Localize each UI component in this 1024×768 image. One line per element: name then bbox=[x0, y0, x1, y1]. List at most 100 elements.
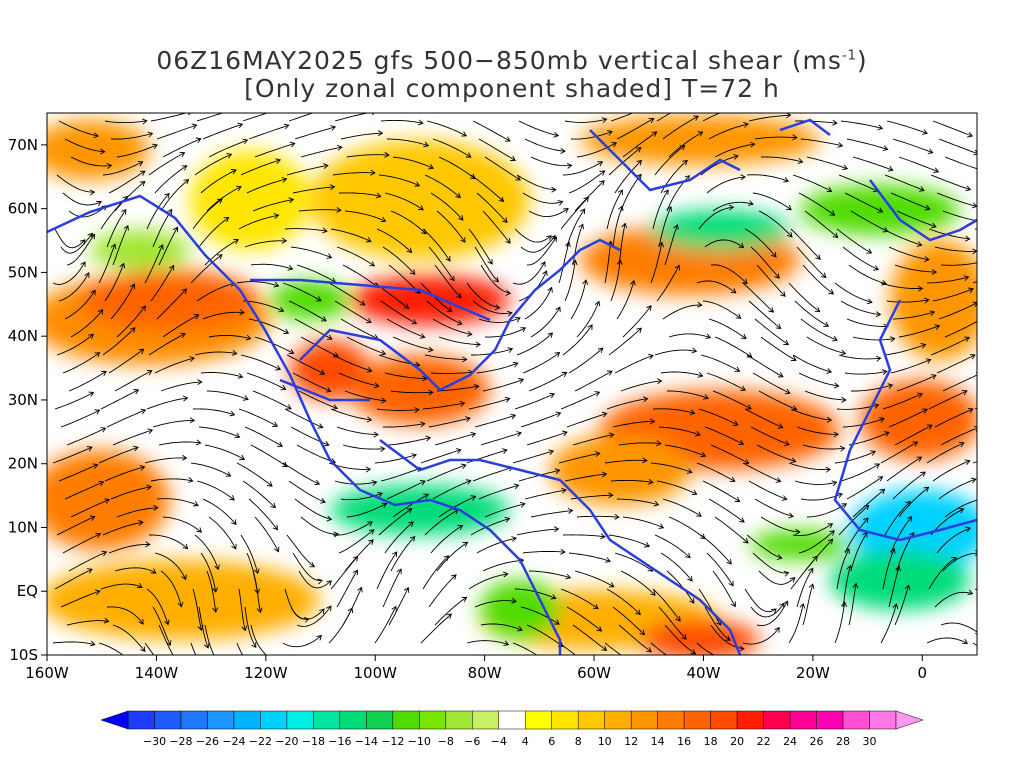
streamline bbox=[790, 228, 821, 260]
streamline-arrowhead bbox=[656, 440, 662, 447]
streamline-arrowhead bbox=[889, 336, 896, 343]
streamline bbox=[983, 355, 1021, 373]
streamline-arrowhead bbox=[808, 583, 815, 590]
streamline-arrowhead bbox=[267, 481, 273, 487]
streamline-arrowhead bbox=[212, 587, 219, 593]
streamline-arrowhead bbox=[840, 349, 847, 356]
streamline bbox=[976, 354, 977, 355]
streamline-arrowhead bbox=[768, 307, 775, 313]
colorbar-label: 16 bbox=[677, 735, 691, 748]
streamline-arrowhead bbox=[153, 504, 159, 511]
streamline bbox=[795, 120, 837, 124]
streamline bbox=[838, 354, 881, 360]
streamline-arrowhead bbox=[493, 276, 500, 283]
streamline-arrowhead bbox=[837, 492, 843, 499]
streamline bbox=[524, 138, 565, 152]
streamline-arrowhead bbox=[919, 186, 925, 192]
streamline-arrowhead bbox=[563, 207, 569, 214]
streamline-arrowhead bbox=[689, 409, 696, 416]
lat-tick-label: 10N bbox=[8, 518, 38, 536]
streamline bbox=[760, 336, 797, 361]
streamline-arrowhead bbox=[797, 158, 804, 164]
streamline-arrowhead bbox=[504, 136, 511, 142]
streamline bbox=[238, 588, 246, 631]
streamline bbox=[56, 333, 94, 356]
colorbar-swatch bbox=[419, 710, 447, 730]
shade-region bbox=[350, 355, 490, 425]
streamline bbox=[338, 372, 379, 387]
streamline-arrowhead bbox=[119, 262, 126, 269]
streamline-arrowhead bbox=[320, 316, 327, 322]
streamline bbox=[514, 228, 552, 243]
streamline bbox=[480, 432, 522, 446]
streamline bbox=[618, 442, 661, 446]
streamline-arrowhead bbox=[1020, 312, 1024, 317]
streamline-arrowhead bbox=[320, 498, 326, 504]
streamline-arrowhead bbox=[333, 531, 340, 538]
streamline bbox=[888, 408, 928, 428]
streamline bbox=[250, 263, 293, 270]
streamline-arrowhead bbox=[565, 241, 571, 248]
colorbar-label: 10 bbox=[598, 735, 612, 748]
streamline bbox=[926, 442, 964, 464]
streamline-arrowhead bbox=[226, 153, 233, 159]
streamline-arrowhead bbox=[187, 477, 194, 483]
streamline-arrowhead bbox=[498, 196, 505, 202]
streamline-arrowhead bbox=[786, 231, 793, 238]
colorbar-swatch bbox=[736, 710, 764, 730]
streamline-arrowhead bbox=[411, 453, 417, 459]
streamline-arrowhead bbox=[635, 147, 642, 153]
streamline bbox=[758, 390, 797, 410]
streamline-arrowhead bbox=[745, 404, 752, 410]
streamline bbox=[985, 293, 1018, 319]
streamline-arrowhead bbox=[550, 594, 557, 600]
streamline bbox=[248, 318, 289, 334]
streamline-arrowhead bbox=[905, 500, 911, 507]
streamline bbox=[474, 600, 517, 608]
streamline bbox=[290, 246, 332, 259]
streamline-arrowhead bbox=[196, 527, 203, 533]
streamline bbox=[528, 570, 571, 579]
streamline-arrowhead bbox=[882, 145, 889, 152]
streamline-arrowhead bbox=[123, 225, 129, 231]
streamline bbox=[606, 588, 641, 615]
streamline bbox=[620, 380, 662, 392]
streamline bbox=[108, 348, 144, 374]
streamline bbox=[428, 246, 455, 281]
streamline-arrowhead bbox=[139, 170, 146, 176]
colorbar-label: 12 bbox=[624, 735, 638, 748]
streamline-arrowhead bbox=[282, 461, 288, 467]
streamline-arrowhead bbox=[895, 565, 901, 572]
streamline bbox=[340, 132, 383, 140]
streamline-arrowhead bbox=[560, 548, 566, 555]
streamline bbox=[652, 588, 681, 622]
streamline-arrowhead bbox=[549, 392, 555, 399]
streamline bbox=[702, 300, 741, 319]
streamline-arrowhead bbox=[554, 619, 560, 625]
streamline bbox=[932, 288, 974, 302]
streamline bbox=[938, 302, 977, 320]
streamline-arrowhead bbox=[812, 555, 818, 562]
streamline-arrowhead bbox=[232, 107, 237, 112]
streamline bbox=[846, 318, 889, 327]
colorbar-label: −28 bbox=[169, 735, 192, 748]
streamline-arrowhead bbox=[89, 233, 95, 240]
coastline-iceland bbox=[779, 118, 831, 136]
streamline bbox=[430, 371, 473, 374]
streamline bbox=[976, 534, 977, 535]
coastline-west-africa bbox=[833, 299, 977, 542]
streamline bbox=[930, 508, 964, 536]
streamline-arrowhead bbox=[829, 530, 835, 536]
streamline bbox=[436, 210, 466, 243]
streamline bbox=[58, 464, 98, 482]
streamline-arrowhead bbox=[826, 416, 833, 423]
streamline-arrowhead bbox=[829, 210, 836, 216]
streamline bbox=[426, 300, 462, 325]
streamline bbox=[150, 265, 174, 302]
streamline bbox=[422, 402, 465, 410]
colorbar-label: 18 bbox=[704, 735, 718, 748]
streamline-arrowhead bbox=[278, 306, 285, 313]
streamline-arrowhead bbox=[967, 407, 974, 414]
colorbar-swatch bbox=[869, 710, 897, 730]
colorbar-label: −14 bbox=[355, 735, 378, 748]
